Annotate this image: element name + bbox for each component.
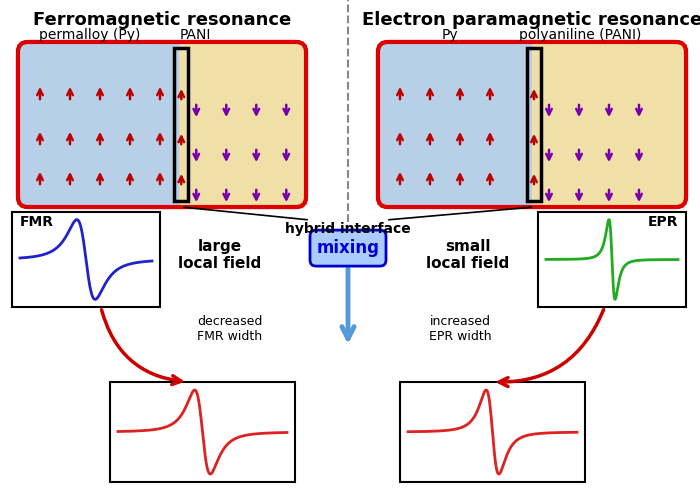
Text: EPR: EPR [648,215,678,229]
Text: permalloy (Py): permalloy (Py) [39,28,141,42]
Text: PANI: PANI [179,28,211,42]
Bar [12,212,160,307]
FancyBboxPatch shape [310,230,386,266]
Text: Ferromagnetic resonance: Ferromagnetic resonance [33,11,291,29]
Text: increased
EPR width: increased EPR width [428,315,491,343]
Text: mixing: mixing [316,239,379,257]
Bar [110,382,295,482]
FancyBboxPatch shape [179,42,306,207]
FancyBboxPatch shape [18,42,306,207]
FancyBboxPatch shape [378,42,542,207]
FancyBboxPatch shape [18,42,189,207]
Text: polyaniline (PANI): polyaniline (PANI) [519,28,641,42]
Text: large
local field: large local field [178,239,262,271]
Bar [174,48,188,201]
FancyBboxPatch shape [378,42,686,207]
Text: Py: Py [442,28,458,42]
Bar [527,48,541,201]
Text: small
local field: small local field [426,239,510,271]
Bar [538,212,686,307]
Text: decreased
FMR width: decreased FMR width [197,315,262,343]
FancyBboxPatch shape [532,42,686,207]
Bar [400,382,585,482]
Text: hybrid interface: hybrid interface [285,222,411,236]
Text: FMR: FMR [20,215,54,229]
Text: Electron paramagnetic resonance: Electron paramagnetic resonance [362,11,700,29]
